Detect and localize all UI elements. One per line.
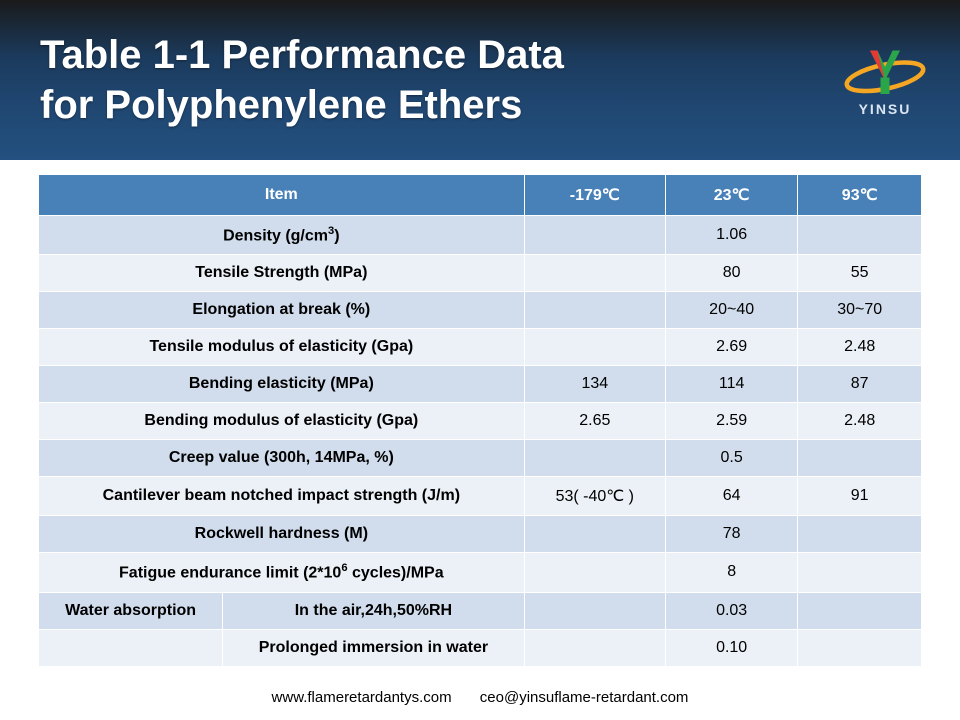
item-cell: Rockwell hardness (M) bbox=[39, 516, 525, 553]
value-cell bbox=[524, 516, 665, 553]
group-label: Water absorption bbox=[39, 593, 223, 629]
value-cell bbox=[524, 329, 665, 366]
table-row: Tensile modulus of elasticity (Gpa) 2.692… bbox=[39, 329, 922, 366]
table-row: Bending elasticity (MPa)13411487 bbox=[39, 366, 922, 403]
sub-item-label: In the air,24h,50%RH bbox=[223, 593, 524, 629]
item-cell: Bending modulus of elasticity (Gpa) bbox=[39, 403, 525, 440]
value-cell: 2.69 bbox=[665, 329, 797, 366]
value-cell bbox=[524, 440, 665, 477]
table-row: Fatigue endurance limit (2*106 cycles)/M… bbox=[39, 553, 922, 592]
value-cell: 80 bbox=[665, 255, 797, 292]
value-cell: 0.5 bbox=[665, 440, 797, 477]
table-body: Density (g/cm3)1.06Tensile Strength (MPa… bbox=[39, 216, 922, 667]
value-cell bbox=[524, 592, 665, 629]
col-header-t1: -179℃ bbox=[524, 175, 665, 216]
logo-icon bbox=[840, 43, 930, 103]
item-cell: Bending elasticity (MPa) bbox=[39, 366, 525, 403]
item-cell: Creep value (300h, 14MPa, %) bbox=[39, 440, 525, 477]
value-cell: 64 bbox=[665, 477, 797, 516]
col-header-item: Item bbox=[39, 175, 525, 216]
slide-footer: www.flameretardantys.com ceo@yinsuflame-… bbox=[0, 689, 960, 706]
value-cell: 134 bbox=[524, 366, 665, 403]
group-label-spacer bbox=[39, 630, 223, 666]
table-row: Cantilever beam notched impact strength … bbox=[39, 477, 922, 516]
brand-logo: YINSU bbox=[840, 43, 930, 117]
value-cell: 8 bbox=[665, 553, 797, 592]
item-cell: Water absorptionIn the air,24h,50%RH bbox=[39, 592, 525, 629]
item-cell: Density (g/cm3) bbox=[39, 216, 525, 255]
value-cell: 87 bbox=[798, 366, 922, 403]
value-cell bbox=[524, 292, 665, 329]
table-container: YINSU Item -179℃ 23℃ 93℃ Density (g/cm3)… bbox=[0, 160, 960, 667]
performance-table: Item -179℃ 23℃ 93℃ Density (g/cm3)1.06Te… bbox=[38, 174, 922, 667]
item-cell: Fatigue endurance limit (2*106 cycles)/M… bbox=[39, 553, 525, 592]
title-line-2: for Polyphenylene Ethers bbox=[40, 83, 522, 127]
col-header-t3: 93℃ bbox=[798, 175, 922, 216]
value-cell bbox=[524, 553, 665, 592]
item-cell: Elongation at break (%) bbox=[39, 292, 525, 329]
table-row: Rockwell hardness (M) 78 bbox=[39, 516, 922, 553]
value-cell: 2.48 bbox=[798, 329, 922, 366]
value-cell: 78 bbox=[665, 516, 797, 553]
item-cell: Cantilever beam notched impact strength … bbox=[39, 477, 525, 516]
col-header-t2: 23℃ bbox=[665, 175, 797, 216]
value-cell bbox=[798, 629, 922, 666]
value-cell bbox=[798, 216, 922, 255]
value-cell: 91 bbox=[798, 477, 922, 516]
slide-title: Table 1-1 Performance Data for Polypheny… bbox=[40, 30, 564, 130]
value-cell: 0.03 bbox=[665, 592, 797, 629]
value-cell bbox=[798, 516, 922, 553]
logo-text: YINSU bbox=[859, 101, 912, 117]
table-row: Prolonged immersion in water 0.10 bbox=[39, 629, 922, 666]
table-row: Density (g/cm3) 1.06 bbox=[39, 216, 922, 255]
table-header-row: Item -179℃ 23℃ 93℃ bbox=[39, 175, 922, 216]
item-cell: Tensile Strength (MPa) bbox=[39, 255, 525, 292]
value-cell bbox=[524, 216, 665, 255]
value-cell: 2.65 bbox=[524, 403, 665, 440]
value-cell: 0.10 bbox=[665, 629, 797, 666]
value-cell: 114 bbox=[665, 366, 797, 403]
value-cell: 55 bbox=[798, 255, 922, 292]
sub-item-label: Prolonged immersion in water bbox=[223, 630, 524, 666]
slide-header: Table 1-1 Performance Data for Polypheny… bbox=[0, 0, 960, 160]
table-row: Bending modulus of elasticity (Gpa)2.652… bbox=[39, 403, 922, 440]
value-cell: 20~40 bbox=[665, 292, 797, 329]
value-cell: 53( -40℃ ) bbox=[524, 477, 665, 516]
value-cell bbox=[524, 629, 665, 666]
value-cell: 2.48 bbox=[798, 403, 922, 440]
value-cell: 30~70 bbox=[798, 292, 922, 329]
table-row: Water absorptionIn the air,24h,50%RH 0.03 bbox=[39, 592, 922, 629]
table-row: Creep value (300h, 14MPa, %) 0.5 bbox=[39, 440, 922, 477]
value-cell bbox=[798, 592, 922, 629]
value-cell: 2.59 bbox=[665, 403, 797, 440]
footer-email: ceo@yinsuflame-retardant.com bbox=[480, 689, 689, 706]
footer-url: www.flameretardantys.com bbox=[272, 689, 452, 706]
value-cell bbox=[524, 255, 665, 292]
table-row: Elongation at break (%) 20~4030~70 bbox=[39, 292, 922, 329]
item-cell: Prolonged immersion in water bbox=[39, 629, 525, 666]
value-cell bbox=[798, 440, 922, 477]
title-line-1: Table 1-1 Performance Data bbox=[40, 33, 564, 77]
value-cell bbox=[798, 553, 922, 592]
value-cell: 1.06 bbox=[665, 216, 797, 255]
item-cell: Tensile modulus of elasticity (Gpa) bbox=[39, 329, 525, 366]
table-row: Tensile Strength (MPa) 8055 bbox=[39, 255, 922, 292]
